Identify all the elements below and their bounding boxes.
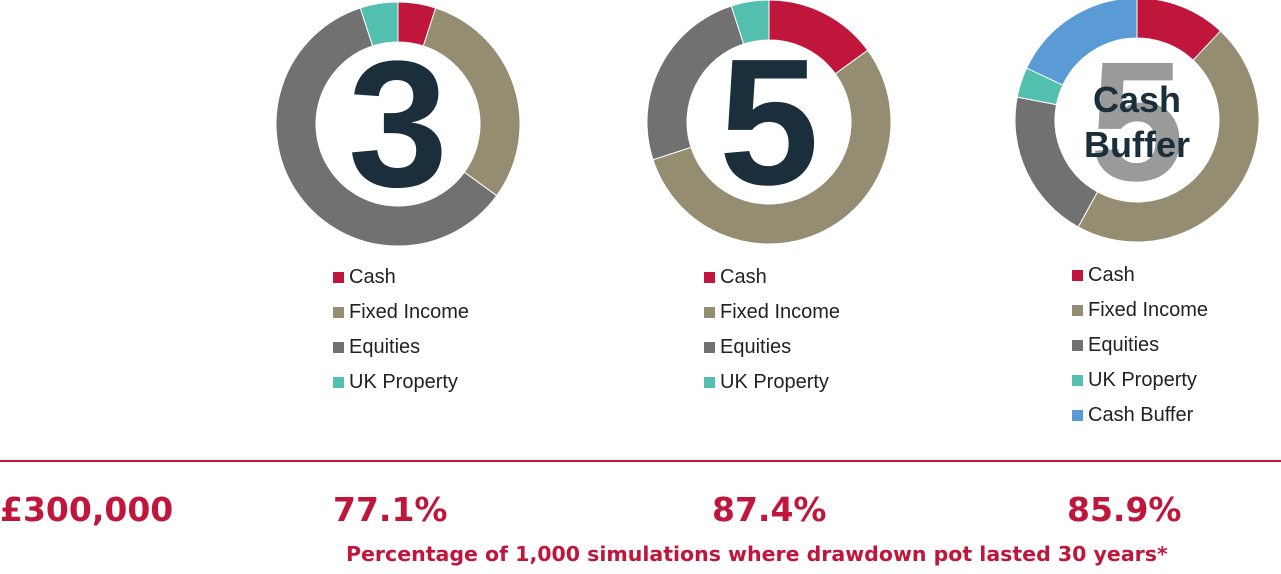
donut-2-slice-uk-property: [730, 0, 770, 45]
legend-item-cash: Cash: [333, 260, 469, 295]
legend-label-cash: Cash: [720, 266, 767, 288]
legend-label-equities: Equities: [1088, 334, 1160, 356]
donut-1-center-numeral: 3: [348, 24, 448, 225]
legend-label-cash: Cash: [1088, 264, 1135, 286]
donut-2-slice-fixed-income: [652, 49, 892, 245]
result-chart-2: 87.4%: [712, 490, 827, 529]
result-chart-1: 77.1%: [333, 490, 448, 529]
legend-chart-3: Cash Fixed Income Equities UK Property Cash …: [1072, 258, 1208, 433]
legend-swatch-equities: [704, 342, 715, 353]
legend-label-equities: Equities: [720, 336, 792, 358]
legend-item-fixed-income: Fixed Income: [333, 295, 469, 330]
donut-3-slice-fixed-income: [1077, 30, 1260, 243]
legend-swatch-cash: [704, 272, 715, 283]
donut-1-slice-equities: [275, 7, 498, 247]
legend-chart-1: Cash Fixed Income Equities UK Property: [333, 260, 469, 400]
legend-swatch-fixed-income: [1072, 305, 1083, 316]
divider-line: [0, 460, 1281, 462]
result-chart-3: 85.9%: [1067, 490, 1182, 529]
legend-label-uk-property: UK Property: [1088, 369, 1197, 391]
donut-3-slice-cash-buffer: [1025, 0, 1138, 86]
legend-swatch-equities: [1072, 340, 1083, 351]
donut-2-center-numeral: 5: [719, 22, 819, 223]
legend-swatch-cash: [1072, 270, 1083, 281]
legend-item-cash-buffer: Cash Buffer: [1072, 398, 1208, 433]
legend-swatch-cash: [333, 272, 344, 283]
legend-item-uk-property: UK Property: [704, 365, 840, 400]
legend-item-fixed-income: Fixed Income: [1072, 293, 1208, 328]
legend-item-equities: Equities: [1072, 328, 1208, 363]
legend-item-uk-property: UK Property: [333, 365, 469, 400]
legend-label-uk-property: UK Property: [720, 371, 829, 393]
donut-3-overlay-label-1: Cash: [1093, 79, 1181, 120]
legend-item-equities: Equities: [704, 330, 840, 365]
legend-swatch-uk-property: [333, 377, 344, 388]
legend-swatch-equities: [333, 342, 344, 353]
legend-item-equities: Equities: [333, 330, 469, 365]
legend-swatch-uk-property: [1072, 375, 1083, 386]
legend-label-uk-property: UK Property: [349, 371, 458, 393]
legend-item-fixed-income: Fixed Income: [704, 295, 840, 330]
legend-swatch-uk-property: [704, 377, 715, 388]
legend-label-cash: Cash: [349, 266, 396, 288]
legend-item-cash: Cash: [1072, 258, 1208, 293]
donut-3-center-numeral: 5: [1090, 27, 1185, 217]
starting-pot-amount: £300,000: [0, 490, 174, 529]
legend-label-cash-buffer: Cash Buffer: [1088, 404, 1194, 426]
legend-swatch-fixed-income: [704, 307, 715, 318]
legend-swatch-cash-buffer: [1072, 410, 1083, 421]
donut-1-slice-uk-property: [359, 1, 399, 47]
legend-label-equities: Equities: [349, 336, 421, 358]
donut-3-overlay-label-2: Buffer: [1084, 124, 1190, 165]
legend-swatch-fixed-income: [333, 307, 344, 318]
legend-label-fixed-income: Fixed Income: [720, 301, 841, 323]
legend-label-fixed-income: Fixed Income: [1088, 299, 1209, 321]
legend-chart-2: Cash Fixed Income Equities UK Property: [704, 260, 840, 400]
legend-item-cash: Cash: [704, 260, 840, 295]
legend-item-uk-property: UK Property: [1072, 363, 1208, 398]
legend-label-fixed-income: Fixed Income: [349, 301, 470, 323]
footnote: Percentage of 1,000 simulations where dr…: [346, 542, 1168, 566]
